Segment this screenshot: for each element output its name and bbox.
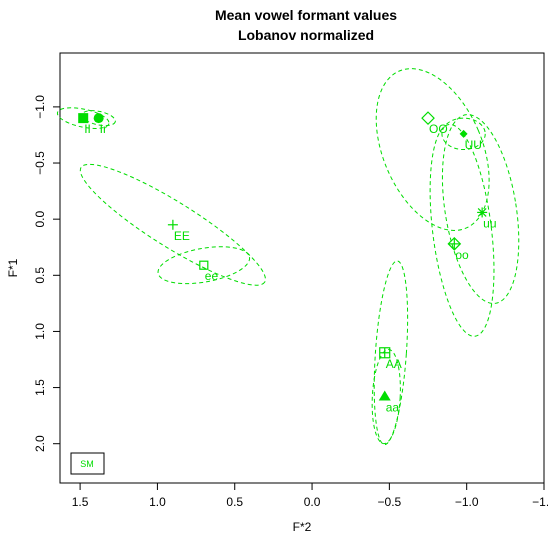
point-aa: aa xyxy=(378,390,400,415)
point-label-ii: II xyxy=(84,122,91,136)
y-tick-label-4: 1.0 xyxy=(33,323,47,340)
x-tick-label-1: 1.0 xyxy=(149,495,166,509)
point-ii: II xyxy=(78,113,91,136)
ellipse-ee xyxy=(157,246,251,285)
point-oo: OO xyxy=(421,111,448,136)
point-label-uu: UU xyxy=(465,138,482,152)
ellipse-group xyxy=(56,68,520,446)
point-uu: UU xyxy=(459,129,482,152)
point-ir: Ir xyxy=(93,113,107,136)
ellipse-aa xyxy=(373,260,409,446)
y-tick-label-6: 2.0 xyxy=(33,435,47,452)
y-axis: −1.0 −0.5 0.0 0.5 1.0 1.5 2.0 xyxy=(33,95,60,452)
legend-box xyxy=(70,452,105,475)
legend-entry-sm: SM xyxy=(80,459,94,469)
x-tick-label-2: 0.5 xyxy=(226,495,243,509)
point-ee: EE xyxy=(167,219,190,243)
plot-frame xyxy=(59,52,545,484)
x-tick-label-3: 0.0 xyxy=(304,495,321,509)
point-aa: AA xyxy=(379,347,402,371)
point-oo: oo xyxy=(447,237,469,262)
point-group: II Ir EE ee AA aa OO UU oo uu xyxy=(78,111,497,415)
x-tick-label-0: 1.5 xyxy=(72,495,89,509)
point-uu: uu xyxy=(477,207,497,230)
point-label-ee: EE xyxy=(174,229,190,243)
ellipse-oo xyxy=(429,123,495,337)
legend: SM xyxy=(70,452,105,475)
y-tick-label-0: −1.0 xyxy=(33,95,47,119)
point-label-ir: Ir xyxy=(100,122,107,136)
ellipse-ee xyxy=(79,163,266,286)
point-label-oo: oo xyxy=(455,248,469,262)
ellipse-uu xyxy=(441,117,486,151)
ellipse-ii xyxy=(56,107,110,129)
y-tick-label-5: 1.5 xyxy=(33,379,47,396)
ellipse-aa xyxy=(371,348,401,445)
ellipse-oo xyxy=(375,68,490,231)
y-tick-label-2: 0.0 xyxy=(33,210,47,227)
point-label-aa: aa xyxy=(386,401,400,415)
chart-title-line-1: Mean vowel formant values xyxy=(215,7,397,23)
point-ee: ee xyxy=(199,260,219,283)
chart-title-line-2: Lobanov normalized xyxy=(238,27,374,43)
point-label-oo: OO xyxy=(429,122,448,136)
y-axis-label: F*1 xyxy=(6,258,20,277)
x-tick-label-4: −0.5 xyxy=(378,495,402,509)
point-label-uu: uu xyxy=(483,216,496,230)
x-axis-label: F*2 xyxy=(293,520,312,534)
x-tick-label-6: −1.5 xyxy=(532,495,548,509)
x-tick-label-5: −1.0 xyxy=(455,495,479,509)
ellipse-uu xyxy=(441,114,520,304)
y-tick-label-1: −0.5 xyxy=(33,151,47,175)
point-label-aa: AA xyxy=(386,357,402,371)
x-axis: 1.5 1.0 0.5 0.0 −0.5 −1.0 −1.5 xyxy=(72,483,548,509)
point-label-ee: ee xyxy=(205,269,219,283)
y-tick-label-3: 0.5 xyxy=(33,267,47,284)
